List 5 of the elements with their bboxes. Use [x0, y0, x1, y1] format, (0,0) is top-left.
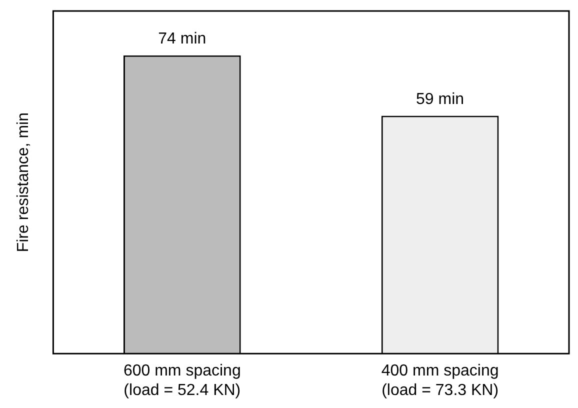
x-tick-label: 400 mm spacing (load = 73.3 KN) [381, 362, 499, 399]
data-label: 74 min [158, 30, 206, 48]
y-axis-title: Fire resistance, min [15, 112, 32, 252]
x-tick-label: 600 mm spacing (load = 52.4 KN) [123, 362, 241, 399]
data-label: 59 min [416, 91, 464, 108]
